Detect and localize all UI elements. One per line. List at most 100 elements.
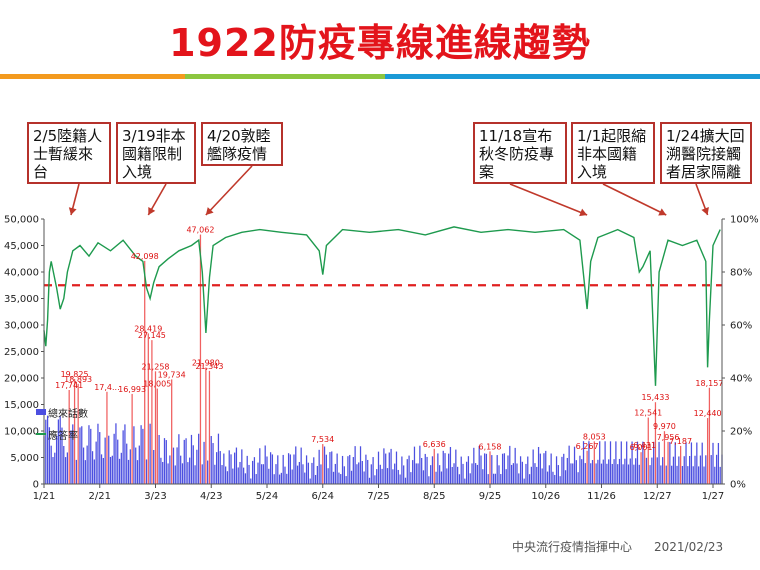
y-right-tick-label: 0% [730,480,746,491]
bar [165,440,167,484]
bar [557,465,559,484]
bar [212,443,214,484]
bar [676,465,678,484]
bar [476,464,479,484]
legend-item-answer-rate: 應答率 [36,427,88,442]
annotation-box: 11/18宣布秋冬防疫專案 [473,122,567,184]
bar [633,464,635,484]
bar [88,425,90,484]
bar [518,473,520,484]
page-title: 1922防疫專線進線趨勢 [169,21,591,65]
bar [412,460,414,484]
bar-value-label: 7,956 [657,433,680,442]
bar [185,438,187,484]
bar [253,457,256,484]
bar [579,455,581,484]
bar [640,452,642,484]
bar [82,447,85,484]
legend-swatch-calls [36,409,46,415]
bar [474,463,477,484]
bar [117,439,119,484]
bar [325,454,327,484]
bar [541,468,543,484]
annotation-arrowhead [579,208,588,217]
bar [64,457,67,484]
bar [158,435,160,484]
bar [692,466,694,484]
bar-value-label: 21,980 [192,359,220,368]
bar [428,476,430,484]
bar [68,389,70,484]
bar [591,460,594,484]
bar [322,444,324,484]
bar [430,465,432,484]
bar [462,463,464,484]
y-left-tick-label: 5,000 [10,453,39,464]
bar [167,463,169,484]
bar [354,446,356,484]
bar [446,468,448,484]
bar [149,423,151,484]
bar [660,465,662,484]
bar [154,371,157,484]
bar [95,441,97,484]
bar-value-label: 8,053 [583,432,606,441]
bar [63,445,65,484]
bar [519,456,522,484]
bar [460,456,462,484]
bar [203,441,205,484]
bar [172,447,175,484]
y-left-tick-label: 25,000 [4,347,39,358]
bar [109,456,112,484]
bar [79,427,81,484]
bar [482,469,484,484]
bar [431,456,434,484]
bar [608,459,610,484]
bar [606,463,608,484]
bar [687,466,689,484]
bar [586,450,588,484]
bar [710,455,712,484]
bar [489,451,491,484]
bar [611,463,613,484]
bar [343,466,345,484]
bar [340,474,342,484]
bar [509,445,511,484]
bar [122,430,124,484]
bar [216,452,218,484]
y-left-tick-label: 15,000 [4,400,39,411]
y-left-tick-label: 20,000 [4,374,39,385]
bar [498,465,500,484]
bar [127,459,130,484]
bar [388,452,390,484]
bar [75,459,78,484]
bar [147,333,149,484]
annotation-arrowhead [148,206,156,215]
bar [500,474,502,484]
bar [421,458,423,484]
bar [259,448,261,484]
bar [379,464,381,484]
bar [295,446,297,484]
bar [694,455,696,484]
bar [302,464,304,484]
bar [210,435,212,484]
bar [622,464,624,484]
bar [458,474,461,484]
bar [293,454,295,484]
bar [331,451,333,484]
bar [403,465,405,484]
bar [385,453,387,484]
bar [566,457,568,484]
bar [631,441,633,484]
bar [192,445,194,484]
bar [671,465,673,484]
bar [408,455,410,484]
x-tick-label: 3/23 [144,491,166,502]
bar [636,441,639,484]
bar [688,455,691,484]
bar [392,469,394,484]
bar [329,452,331,484]
bar [507,455,509,484]
bar [555,456,558,484]
